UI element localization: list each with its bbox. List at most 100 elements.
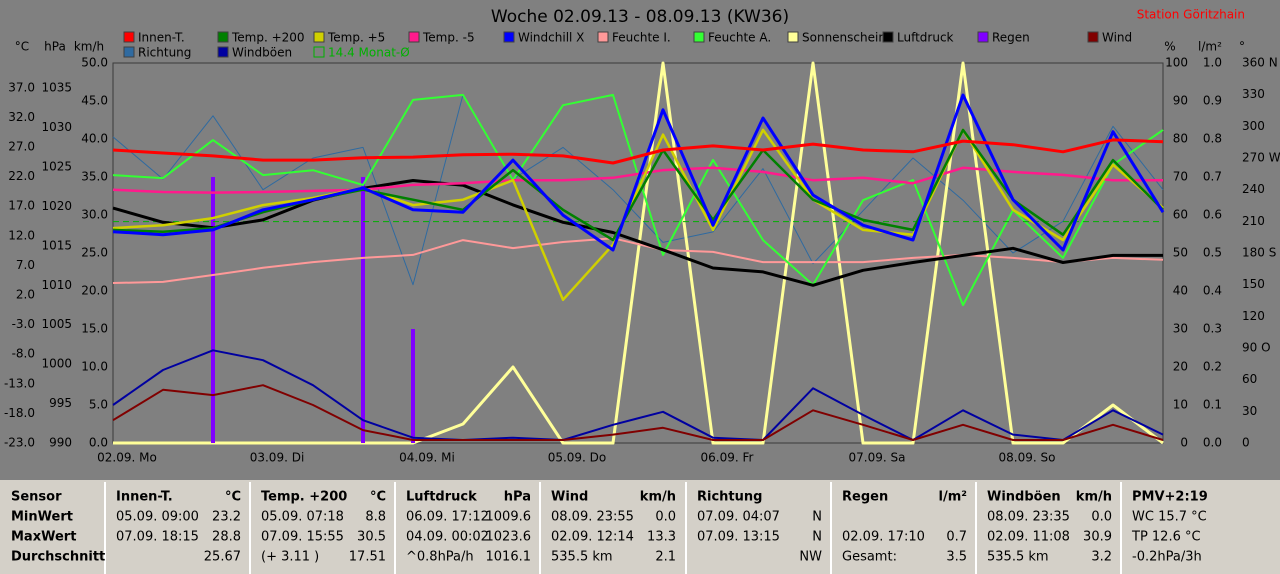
cell-text: 08.09. 23:55 xyxy=(551,510,634,525)
legend-label: Sonnenschein xyxy=(802,31,886,45)
y-tick-label: 0.4 xyxy=(1203,284,1222,298)
y-tick-label: 1025 xyxy=(41,160,72,174)
legend-label: Luftdruck xyxy=(897,31,954,45)
cell-text: 05.09. 09:00 xyxy=(116,510,199,525)
rain-bar xyxy=(211,177,215,443)
cell-text: 07.09. 04:07 xyxy=(697,510,780,525)
x-tick-label: 08.09. So xyxy=(999,451,1056,465)
y-tick-label: 25.0 xyxy=(81,246,108,260)
y-tick-label: -8.0 xyxy=(12,347,35,361)
y-tick-label: 15.0 xyxy=(81,322,108,336)
cell-value: 1016.1 xyxy=(486,550,532,565)
axis-unit: ° xyxy=(1239,40,1245,54)
cell-value: 1023.6 xyxy=(486,530,532,545)
y-tick-label: 270 W xyxy=(1242,151,1280,165)
rain-bar xyxy=(411,329,415,443)
y-tick-label: 1010 xyxy=(41,278,72,292)
y-tick-label: -3.0 xyxy=(12,317,35,331)
y-tick-label: 210 xyxy=(1242,214,1265,228)
legend-swatch xyxy=(693,31,705,43)
cell-value: 25.67 xyxy=(204,550,241,565)
legend-swatch xyxy=(123,46,135,58)
legend-swatch xyxy=(503,31,515,43)
y-tick-label: 1.0 xyxy=(1203,56,1222,70)
y-tick-label: 0.0 xyxy=(89,436,108,450)
summary-table: Sensor MinWert MaxWert Durchschnitt Innen-T.… xyxy=(0,480,1280,574)
legend-swatch xyxy=(313,31,325,43)
legend-label: Temp. +5 xyxy=(327,31,385,45)
axis-unit: °C xyxy=(15,40,29,54)
y-tick-label: 20 xyxy=(1173,360,1188,374)
cell-text: 02.09. 17:10 xyxy=(842,530,925,545)
y-tick-label: 90 xyxy=(1173,94,1188,108)
column-header: Wind xyxy=(551,490,588,505)
cell-value: 2.1 xyxy=(655,550,676,565)
y-tick-label: 0.2 xyxy=(1203,360,1222,374)
y-tick-label: 5.0 xyxy=(89,398,108,412)
series-line xyxy=(112,384,1164,441)
cell-value: 1009.6 xyxy=(486,510,532,525)
cell-value: 28.8 xyxy=(212,530,241,545)
axis-unit: % xyxy=(1164,40,1175,54)
y-tick-label: 40.0 xyxy=(81,132,108,146)
y-tick-label: 17.0 xyxy=(8,199,35,213)
column-unit: km/h xyxy=(1076,490,1112,505)
y-tick-label: 1035 xyxy=(41,81,72,95)
axis-unit: hPa xyxy=(44,40,66,54)
table-background xyxy=(0,480,1280,574)
y-tick-label: 70 xyxy=(1173,170,1188,184)
y-tick-label: 0.7 xyxy=(1203,170,1222,184)
y-tick-label: 995 xyxy=(49,396,72,410)
y-tick-label: 0.9 xyxy=(1203,94,1222,108)
y-tick-label: 1030 xyxy=(41,120,72,134)
cell-text: Gesamt: xyxy=(842,550,897,565)
cell-value: 0.0 xyxy=(1091,510,1112,525)
y-tick-label: 12.0 xyxy=(8,228,35,242)
y-tick-label: 330 xyxy=(1242,87,1265,101)
axis-unit: km/h xyxy=(74,40,104,54)
cell-text: 05.09. 07:18 xyxy=(261,510,344,525)
column-unit: hPa xyxy=(504,490,531,505)
y-tick-label: 1020 xyxy=(41,199,72,213)
y-tick-label: 27.0 xyxy=(8,140,35,154)
column-header: Innen-T. xyxy=(116,490,173,505)
column-header: Richtung xyxy=(697,490,762,505)
legend-label: Wind xyxy=(1102,31,1132,45)
cell-text: -0.2hPa/3h xyxy=(1132,550,1202,565)
y-tick-label: 1015 xyxy=(41,238,72,252)
cell-value: 3.2 xyxy=(1091,550,1112,565)
cell-value: 0.0 xyxy=(655,510,676,525)
cell-value: 30.5 xyxy=(357,530,386,545)
cell-value: 23.2 xyxy=(212,510,241,525)
legend-swatch xyxy=(882,31,894,43)
legend-label: Feuchte A. xyxy=(708,31,771,45)
y-tick-label: 7.0 xyxy=(16,258,35,272)
y-tick-label: 50.0 xyxy=(81,56,108,70)
column-unit: °C xyxy=(225,490,241,505)
y-tick-label: -23.0 xyxy=(4,436,35,450)
legend-swatch xyxy=(217,46,229,58)
legend-label: Richtung xyxy=(138,46,191,60)
y-tick-label: 30 xyxy=(1173,322,1188,336)
x-tick-label: 02.09. Mo xyxy=(97,451,157,465)
legend-swatch xyxy=(1087,31,1099,43)
cell-text: 07.09. 15:55 xyxy=(261,530,344,545)
y-tick-label: 45.0 xyxy=(81,94,108,108)
cell-value: 0.7 xyxy=(946,530,967,545)
cell-text: (+ 3.11 ) xyxy=(261,550,319,565)
x-tick-label: 03.09. Di xyxy=(250,451,305,465)
legend-swatch xyxy=(408,31,420,43)
chart: °C -23.0 -18.0 -13.0 -8.0 -3.0 2.0 7.0 12.0 17.0 2… xyxy=(4,31,1280,465)
cell-text: 02.09. 12:14 xyxy=(551,530,634,545)
y-tick-label: 50 xyxy=(1173,246,1188,260)
y-tick-label: 30.0 xyxy=(81,208,108,222)
series-line xyxy=(112,179,1163,287)
legend-label: Windböen xyxy=(232,46,292,60)
y-tick-label: 100 xyxy=(1165,56,1188,70)
rain-bar xyxy=(361,177,365,443)
series-line xyxy=(112,93,1165,252)
y-tick-label: 10 xyxy=(1173,398,1188,412)
series-line xyxy=(112,94,1164,286)
y-tick-label: 90 O xyxy=(1242,341,1271,355)
